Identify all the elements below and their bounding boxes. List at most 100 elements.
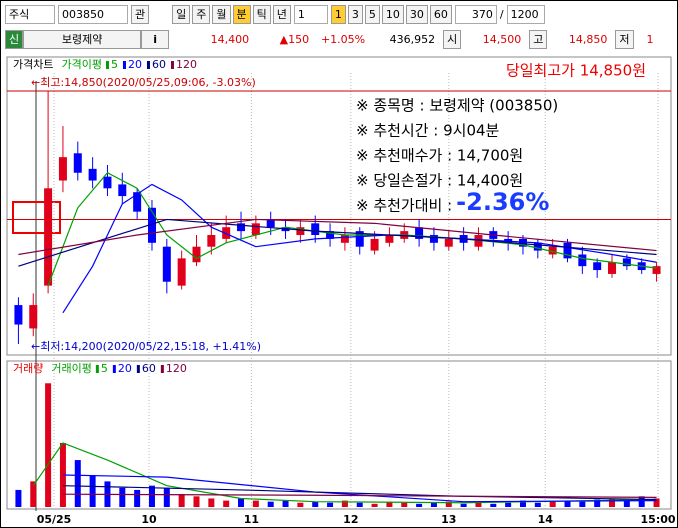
volume-bar <box>564 500 571 507</box>
market-select[interactable]: 주식 <box>5 5 55 24</box>
chart: 가격차트 가격이평 5 20 60 120 거래량 거래이평 5 20 60 120 05/25 10 11… <box>6 56 676 526</box>
legend-title: 가격차트 <box>13 58 53 71</box>
candle-body <box>608 262 617 274</box>
ma-line <box>47 171 657 286</box>
code-input[interactable]: 003850 <box>58 5 128 24</box>
minute-button[interactable]: 10 <box>381 5 404 24</box>
candle-body <box>340 235 349 243</box>
x-tick-label: 05/25 <box>37 513 72 526</box>
rate: +1.05% <box>320 33 366 46</box>
candle-body <box>58 157 67 181</box>
legend-swatch <box>95 365 99 373</box>
high: 14,850 <box>568 33 608 46</box>
volume-bar <box>386 501 393 507</box>
candle-body <box>355 231 364 247</box>
volume-bar <box>89 475 96 507</box>
legend-entry: 60 <box>142 362 156 375</box>
candle-body <box>296 227 305 236</box>
candle-body <box>14 305 23 325</box>
candle-body <box>429 235 438 243</box>
minute-button[interactable]: 5 <box>364 5 380 24</box>
interval-input[interactable]: 1 <box>293 5 328 24</box>
info-line: ※ 추천가대비 : <box>356 197 452 215</box>
ma-line <box>62 485 657 501</box>
minute-button[interactable]: 1 <box>330 5 346 24</box>
minute-button[interactable]: 60 <box>429 5 452 24</box>
period-button[interactable]: 주 <box>192 5 211 24</box>
legend-ma-label: 가격이평 <box>61 58 101 71</box>
volume-bar <box>148 485 155 507</box>
volume-bar <box>312 501 319 507</box>
candle-body <box>177 258 186 286</box>
legend-swatch <box>122 61 126 69</box>
legend-entry: 120 <box>176 58 197 71</box>
ma-line <box>18 218 657 267</box>
candle-body <box>162 246 171 282</box>
candle-body <box>147 207 156 243</box>
x-tick-label: 14 <box>538 513 554 526</box>
volume-bar <box>208 498 215 507</box>
volume-bar <box>371 503 378 507</box>
x-tick-label: 15:00 <box>641 513 676 526</box>
highlight-box <box>12 201 61 234</box>
period-button[interactable]: 월 <box>212 5 231 24</box>
x-tick-label: 11 <box>244 513 259 526</box>
max-input[interactable]: 1200 <box>506 5 545 24</box>
candle-body <box>326 231 335 239</box>
minute-button[interactable]: 3 <box>347 5 363 24</box>
volume-bar <box>297 502 304 507</box>
info-line: ※ 추천시간 : 9시04분 <box>356 122 500 140</box>
volume-bar <box>519 500 526 507</box>
x-tick-label: 10 <box>141 513 157 526</box>
legend-entry: 5 <box>101 362 108 375</box>
count-input[interactable]: 370 <box>454 5 497 24</box>
change: ▲150 <box>279 33 310 46</box>
candle-body <box>622 258 631 267</box>
period-button[interactable]: 일 <box>172 5 191 24</box>
flag: 신 <box>5 30 24 49</box>
candle-body <box>103 176 112 189</box>
legend-entry: 20 <box>118 362 132 375</box>
candle-body <box>118 184 127 197</box>
minute-button[interactable]: 30 <box>405 5 428 24</box>
legend-swatch <box>170 61 174 69</box>
legend-entry: 120 <box>166 362 187 375</box>
info-line: ※ 추천매수가 : 14,700원 <box>356 147 523 165</box>
volume-bar <box>356 502 363 507</box>
price: 14,400 <box>210 33 250 46</box>
candle-body <box>370 238 379 251</box>
ma-line <box>18 218 657 256</box>
volume-bar <box>15 489 22 507</box>
quote-bar: 신 보령제약 i 14,400 ▲150 +1.05% 436,952 시 14… <box>5 30 677 49</box>
period-button[interactable]: 년 <box>272 5 291 24</box>
candle-body <box>415 227 424 239</box>
minutes: 1 3 5 10 30 60 <box>330 5 452 24</box>
volume-bar <box>119 487 126 507</box>
candle-body <box>652 266 661 274</box>
volume-bar <box>549 501 556 507</box>
candle-body <box>533 242 542 251</box>
legend-swatch <box>136 365 140 373</box>
candle-body <box>578 254 587 267</box>
volume-bar <box>579 501 586 507</box>
volume-bar <box>534 502 541 507</box>
ma-line <box>32 442 657 504</box>
candle-body <box>192 246 201 263</box>
volume-bar <box>327 502 334 507</box>
volume-bar <box>282 500 289 507</box>
legend-entry: 5 <box>111 58 118 71</box>
volume-panel <box>6 360 672 510</box>
ma-line <box>62 183 657 314</box>
period-button[interactable]: 분 <box>232 5 251 24</box>
candle-body <box>311 223 320 236</box>
volume-bar <box>445 501 452 507</box>
period-button[interactable]: 틱 <box>252 5 271 24</box>
button[interactable]: 관 <box>131 5 150 24</box>
info-button[interactable]: i <box>141 30 170 49</box>
high-note: ←최고:14,850(2020/05/25,09:06, -3.03%) <box>31 76 256 89</box>
volume-bar <box>623 500 630 507</box>
volume-bar <box>430 502 437 507</box>
candle-body <box>266 219 275 228</box>
